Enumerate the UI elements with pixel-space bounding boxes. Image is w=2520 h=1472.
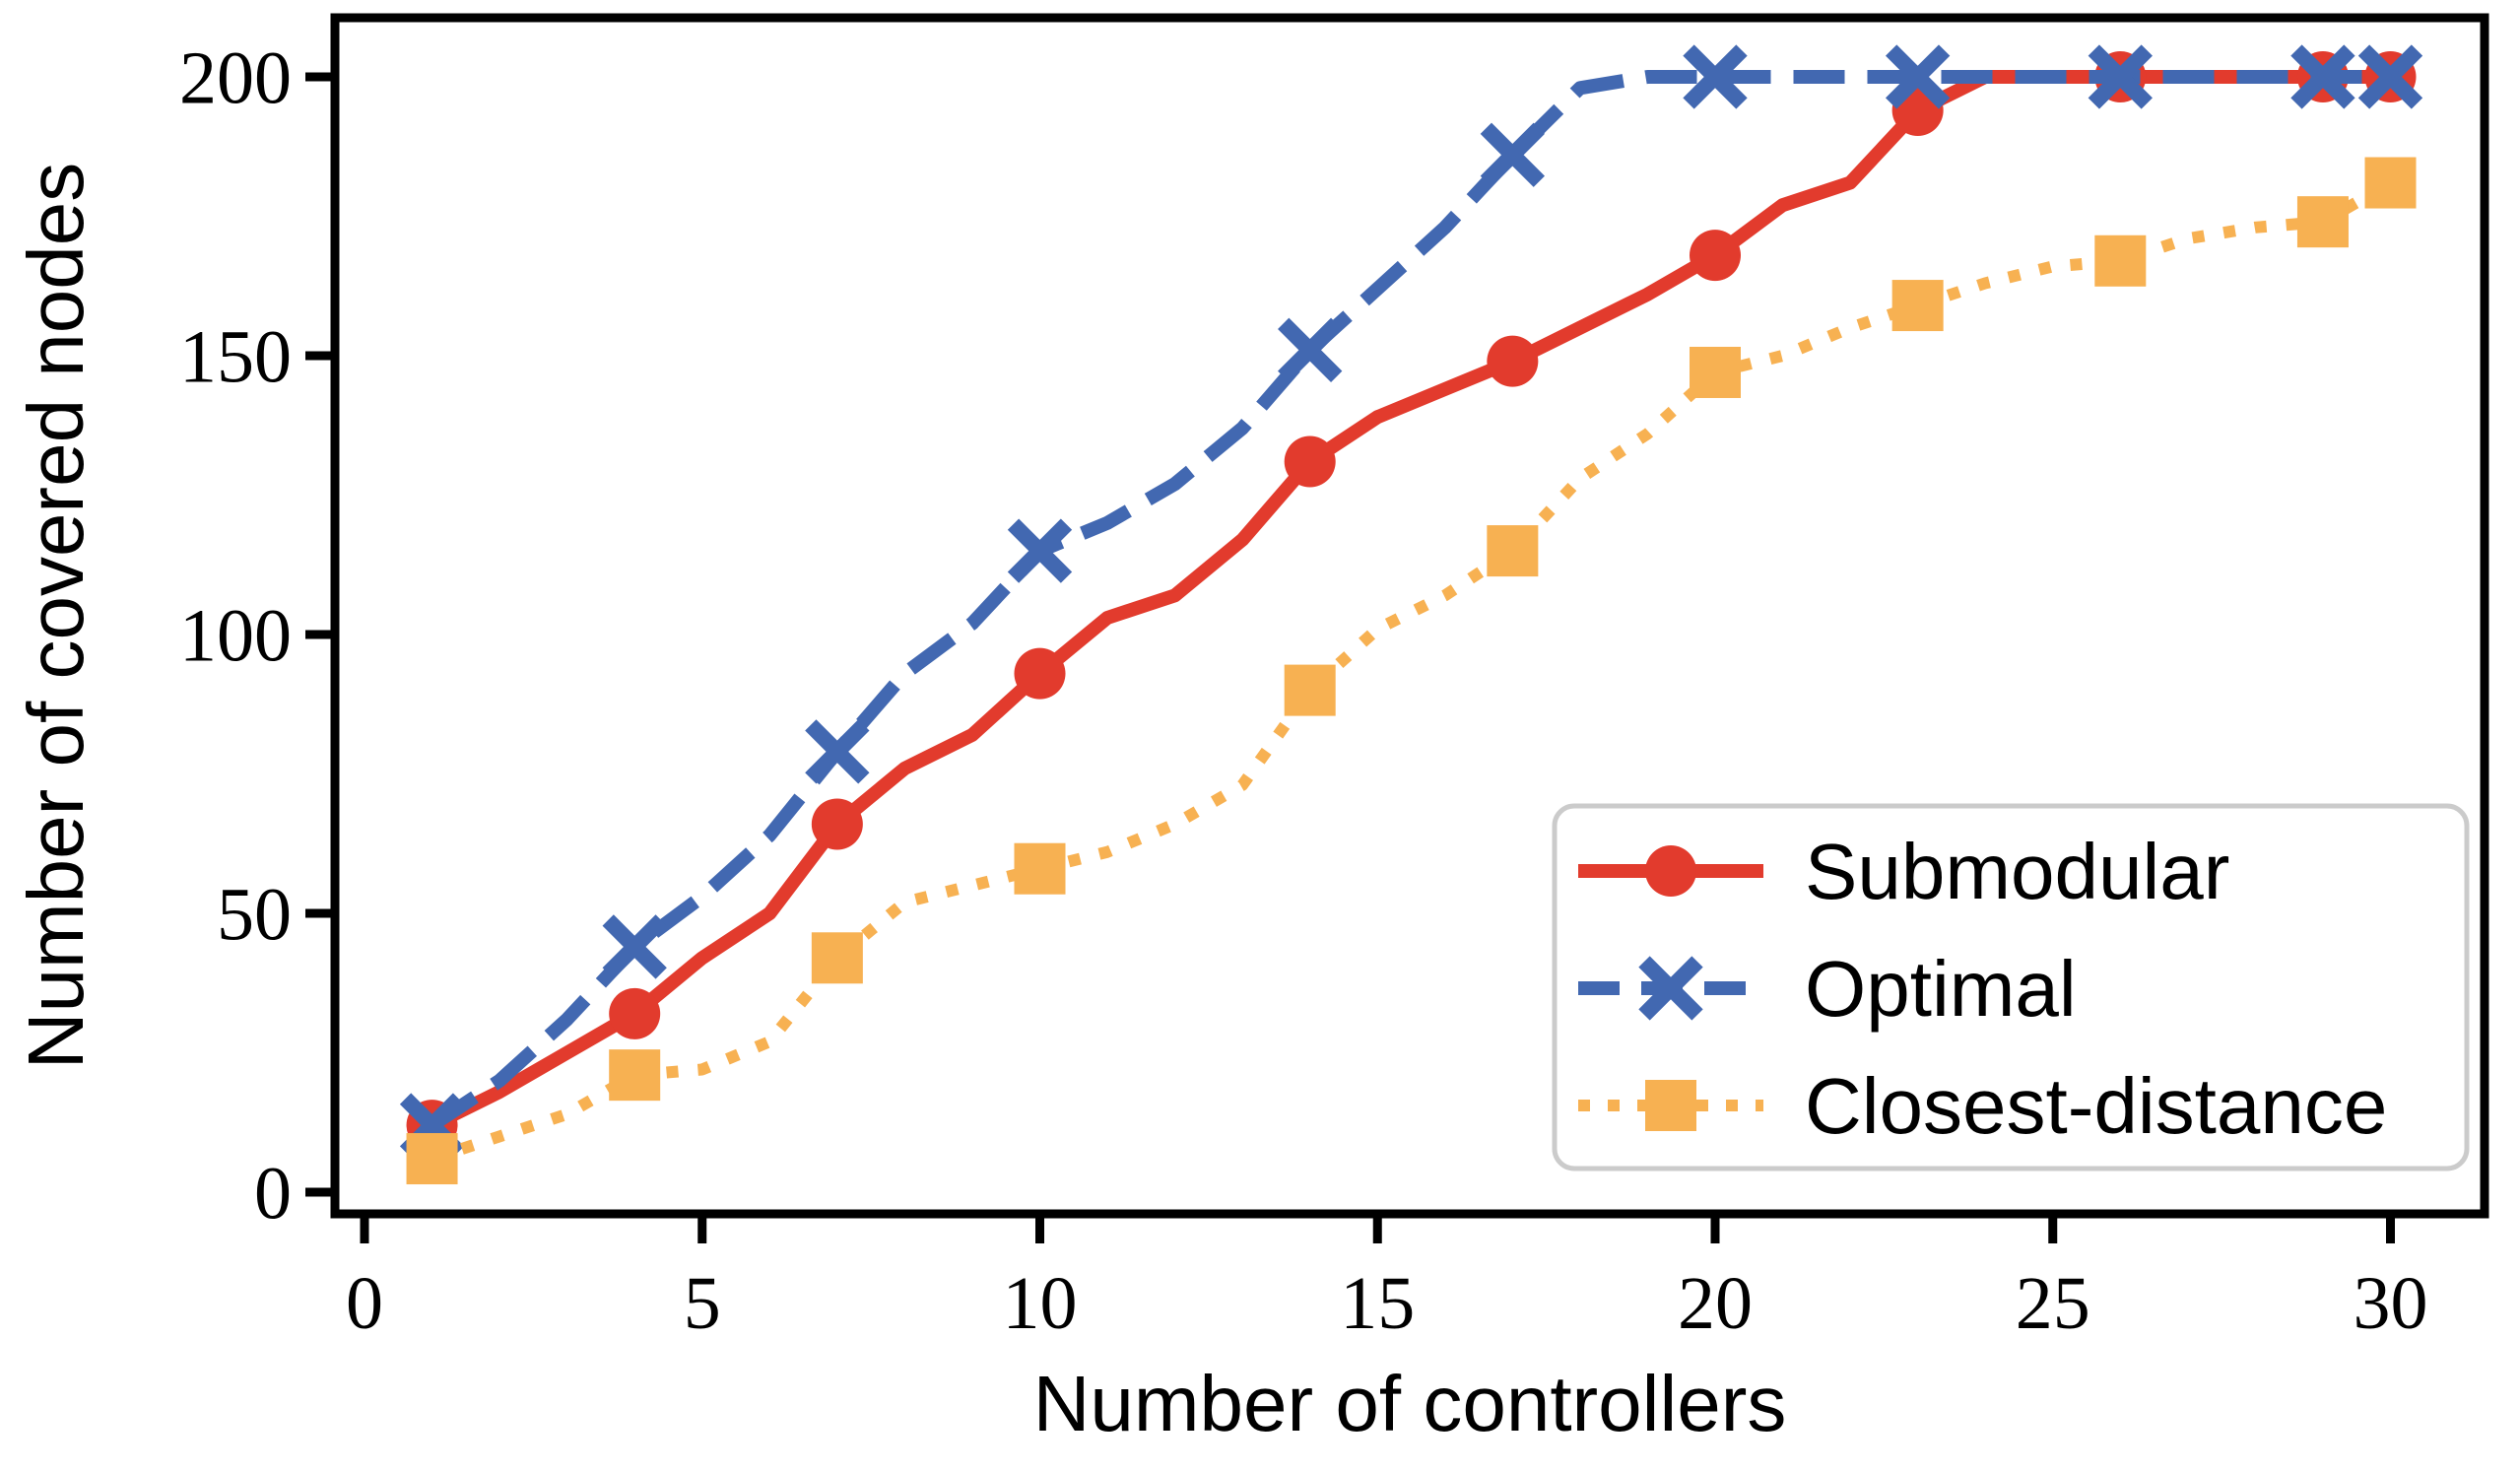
square-marker (1891, 280, 1944, 332)
x-tick-label: 5 (684, 1262, 721, 1345)
x-tick-label: 10 (1003, 1262, 1078, 1345)
series-layer (399, 44, 2423, 1185)
x-axis: 0 5 10 15 20 25 30 (346, 1214, 2428, 1345)
circle-marker (1487, 335, 1539, 387)
legend-border (1552, 803, 2470, 1171)
square-marker (1487, 525, 1539, 577)
x-marker (2088, 44, 2153, 109)
square-marker (609, 1049, 661, 1102)
x-marker (1278, 317, 1343, 382)
y-tick-label: 50 (217, 874, 292, 957)
square-marker (811, 932, 863, 984)
circle-marker (811, 798, 863, 850)
square-marker (2296, 196, 2349, 248)
series-optimal (399, 44, 2423, 1158)
legend-sample-x-marker (1638, 956, 1703, 1021)
x-axis-title: Number of controllers (1033, 1360, 1787, 1447)
x-marker (1885, 44, 1951, 109)
legend-box: Submodular Optimal Closest-distance (1552, 803, 2470, 1171)
square-marker (2094, 234, 2147, 287)
square-marker (1014, 842, 1066, 895)
series-line (430, 177, 2394, 1165)
y-tick-label: 100 (179, 595, 292, 678)
x-tick-label: 25 (2016, 1262, 2090, 1345)
y-axis: 0 50 100 150 200 (179, 37, 335, 1236)
x-marker (602, 914, 667, 979)
x-tick-label: 30 (2354, 1262, 2428, 1345)
x-tick-label: 15 (1340, 1262, 1415, 1345)
circle-marker (609, 987, 661, 1039)
square-marker (2364, 157, 2417, 209)
x-marker (2290, 44, 2355, 109)
x-marker (1683, 44, 1748, 109)
legend-sample-square-marker (1645, 1080, 1696, 1131)
legend-label-closest-distance: Closest-distance (1805, 1062, 2387, 1150)
x-tick-label: 20 (1678, 1262, 1753, 1345)
x-marker (1007, 518, 1073, 583)
circle-marker (1690, 230, 1741, 282)
x-marker (805, 719, 870, 784)
legend-label-submodular: Submodular (1805, 828, 2229, 915)
y-tick-label: 200 (179, 37, 292, 120)
plot-border (330, 13, 2489, 1219)
square-marker (1284, 664, 1336, 716)
x-tick-label: 0 (346, 1262, 383, 1345)
x-marker (1480, 122, 1546, 187)
circle-marker (1284, 435, 1336, 488)
y-tick-label: 0 (254, 1153, 292, 1236)
legend-samples (1578, 845, 1763, 1131)
y-axis-title: Number of covered nodes (12, 163, 99, 1070)
square-marker (406, 1133, 458, 1185)
y-tick-label: 150 (179, 316, 292, 399)
legend-label-optimal: Optimal (1805, 945, 2077, 1033)
x-marker (2357, 44, 2423, 109)
legend-sample-circle-marker (1645, 845, 1696, 897)
series-line (428, 70, 2391, 1131)
circle-marker (1014, 647, 1066, 700)
series-closest-distance (406, 157, 2417, 1185)
square-marker (1690, 346, 1741, 398)
